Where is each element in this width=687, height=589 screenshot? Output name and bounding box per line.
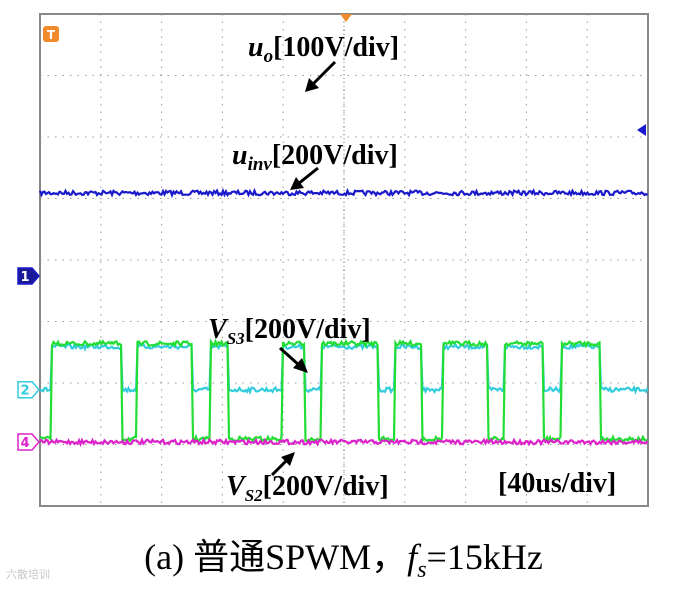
grid	[40, 14, 648, 506]
vs2-arrow-icon	[270, 452, 295, 477]
traces	[38, 187, 649, 448]
channel-marker-label: 4	[20, 436, 29, 451]
uinv-label: uinv[200V/div]	[232, 140, 398, 175]
vs2-label: VS2[200V/div]	[226, 471, 389, 505]
uinv-arrow-icon	[290, 166, 319, 190]
channel-marker-4: 4	[17, 433, 40, 451]
channel-marker-label: 2	[20, 384, 29, 399]
top-trigger-marker: T	[43, 26, 59, 42]
uo-label: uo[100V/div]	[248, 32, 399, 67]
channel-marker-2: 2	[17, 380, 40, 399]
trigger-level-icon	[637, 124, 646, 136]
trace-vs2	[39, 436, 649, 448]
trace-uo	[38, 187, 649, 199]
watermark: 六散培训	[6, 568, 50, 581]
trace-uinv	[39, 341, 649, 395]
top-trigger-marker-label: T	[47, 28, 56, 42]
trace-vs3	[39, 338, 649, 445]
trigger-position-icon	[340, 14, 352, 22]
plot-frame	[39, 13, 649, 507]
channel-marker-1: 1	[17, 267, 40, 285]
time-division-label: [40us/div]	[498, 468, 616, 499]
channel-marker-label: 1	[20, 270, 29, 285]
vs3-label: VS3[200V/div]	[208, 314, 371, 348]
figure-caption: (a) 普通SPWM，fs=15kHz	[144, 537, 543, 584]
uo-arrow-icon	[305, 60, 337, 92]
channel-markers: 1 2 4	[17, 267, 40, 451]
vs3-arrow-icon	[278, 346, 308, 373]
